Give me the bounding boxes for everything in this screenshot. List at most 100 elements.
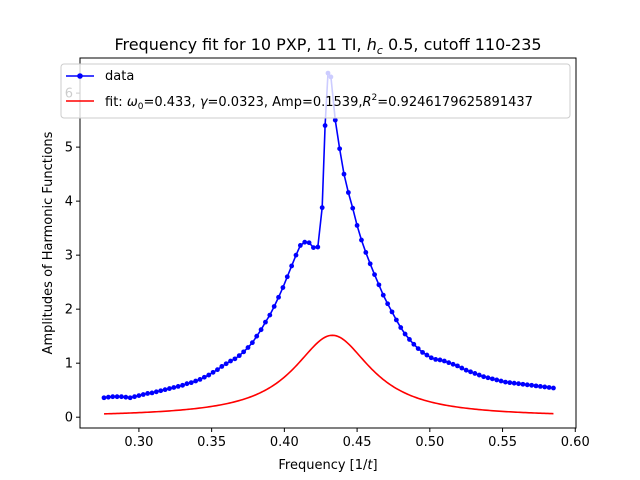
legend-fit-label: fit: ω0=0.433, γ=0.0323, Amp=0.1539,R2=0… xyxy=(105,93,533,112)
chart-title: Frequency fit for 10 PXP, 11 TI, hc 0.5,… xyxy=(114,35,541,57)
data-point xyxy=(132,394,137,399)
data-point xyxy=(486,375,491,380)
data-point xyxy=(224,361,229,366)
data-point xyxy=(233,356,238,361)
data-point xyxy=(416,346,421,351)
data-point xyxy=(547,385,552,390)
data-point xyxy=(455,363,460,368)
data-point xyxy=(193,379,198,384)
data-point xyxy=(250,340,255,345)
data-point xyxy=(323,123,328,128)
data-point xyxy=(281,285,286,290)
data-point xyxy=(141,392,146,397)
data-point xyxy=(359,238,364,243)
data-point xyxy=(516,381,521,386)
data-point xyxy=(403,332,408,337)
data-point xyxy=(342,172,347,177)
data-point xyxy=(420,350,425,355)
data-point xyxy=(490,376,495,381)
data-point xyxy=(438,358,443,363)
data-point xyxy=(298,243,303,248)
data-point xyxy=(267,313,272,318)
data-point xyxy=(185,381,190,386)
data-point xyxy=(346,190,351,195)
data-point xyxy=(529,383,534,388)
data-point xyxy=(368,261,373,266)
y-tick-label: 3 xyxy=(65,249,73,264)
data-point xyxy=(128,395,133,400)
x-tick-label: 0.55 xyxy=(488,435,517,450)
data-point xyxy=(425,353,430,358)
data-point xyxy=(254,334,259,339)
data-point xyxy=(198,377,203,382)
data-point xyxy=(503,380,508,385)
x-tick-label: 0.30 xyxy=(124,435,153,450)
data-point xyxy=(477,373,482,378)
legend-data-marker xyxy=(77,73,83,79)
data-point xyxy=(219,364,224,369)
data-point xyxy=(289,264,294,269)
data-point xyxy=(473,371,478,376)
data-point xyxy=(494,378,499,383)
data-point xyxy=(350,206,355,211)
data-point xyxy=(337,146,342,151)
data-point xyxy=(311,245,316,250)
data-point xyxy=(525,382,530,387)
data-point xyxy=(394,318,399,323)
data-point xyxy=(499,379,504,384)
y-tick-label: 4 xyxy=(65,195,73,210)
x-tick-label: 0.60 xyxy=(561,435,590,450)
data-point xyxy=(464,368,469,373)
x-axis-label: Frequency [1/t] xyxy=(278,458,377,473)
data-point xyxy=(381,293,386,298)
data-point xyxy=(211,370,216,375)
data-point xyxy=(302,240,307,245)
data-point xyxy=(433,357,438,362)
data-point xyxy=(468,369,473,374)
data-point xyxy=(158,388,163,393)
data-point xyxy=(110,394,115,399)
data-point xyxy=(276,295,281,300)
x-tick-label: 0.45 xyxy=(343,435,372,450)
legend-data-label: data xyxy=(105,69,134,84)
data-point xyxy=(507,380,512,385)
data-point xyxy=(171,385,176,390)
data-point xyxy=(407,337,412,342)
data-point xyxy=(180,383,185,388)
data-point xyxy=(237,353,242,358)
data-point xyxy=(119,394,124,399)
data-point xyxy=(206,373,211,378)
data-point xyxy=(154,389,159,394)
data-point xyxy=(377,282,382,287)
data-point xyxy=(363,250,368,255)
data-point xyxy=(137,393,142,398)
data-point xyxy=(372,272,377,277)
data-point xyxy=(542,385,547,390)
data-point xyxy=(246,345,251,350)
data-point xyxy=(259,327,264,332)
data-point xyxy=(228,359,233,364)
x-tick-label: 0.35 xyxy=(197,435,226,450)
data-point xyxy=(538,384,543,389)
data-point xyxy=(451,362,456,367)
data-point xyxy=(459,366,464,371)
data-point xyxy=(512,381,517,386)
data-point xyxy=(176,384,181,389)
x-tick-label: 0.40 xyxy=(270,435,299,450)
data-point xyxy=(241,349,246,354)
y-tick-label: 5 xyxy=(65,141,73,156)
data-point xyxy=(481,374,486,379)
data-point xyxy=(163,387,168,392)
data-point xyxy=(123,395,128,400)
data-point xyxy=(385,301,390,306)
data-point xyxy=(115,394,120,399)
data-point xyxy=(320,205,325,210)
data-point xyxy=(398,325,403,330)
x-tick-label: 0.50 xyxy=(415,435,444,450)
data-point xyxy=(285,274,290,279)
data-point xyxy=(446,360,451,365)
data-point xyxy=(150,390,155,395)
data-point xyxy=(167,386,172,391)
data-point xyxy=(521,382,526,387)
